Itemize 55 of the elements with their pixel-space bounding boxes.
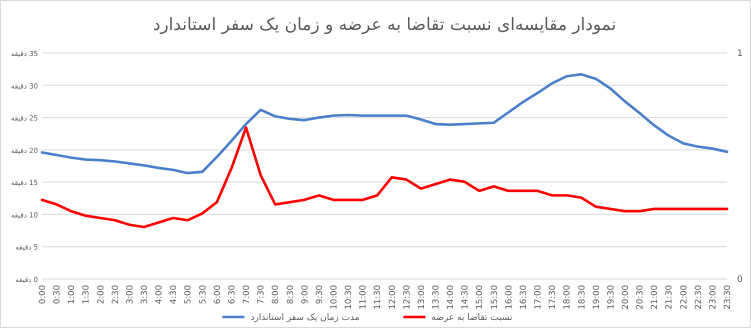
x-tick-label: 14:00 xyxy=(446,285,456,310)
x-tick-label: 12:00 xyxy=(388,285,398,310)
x-tick-label: 17:00 xyxy=(534,285,544,310)
x-tick-label: 20:00 xyxy=(620,285,631,310)
x-tick-label: 23:30 xyxy=(723,285,733,310)
x-tick-label: 19:30 xyxy=(606,285,616,310)
x-tick-label: 9:30 xyxy=(314,285,325,304)
line-series xyxy=(40,73,728,174)
x-tick-label: 9:00 xyxy=(300,285,310,304)
x-tick-label: 1:30 xyxy=(82,285,92,304)
x-tick-label: 5:30 xyxy=(198,285,208,304)
x-tick-label: 22:00 xyxy=(679,285,690,310)
x-tick-label: 1:00 xyxy=(67,285,78,304)
x-tick-label: 19:00 xyxy=(592,285,602,310)
x-tick-label: 10:30 xyxy=(344,285,354,310)
x-tick-label: 21:00 xyxy=(650,285,660,310)
x-tick-label: 6:00 xyxy=(212,285,223,304)
x-tick-label: 7:30 xyxy=(256,285,267,304)
x-tick-label: 21:30 xyxy=(664,285,675,310)
x-tick-label: 6:30 xyxy=(227,285,238,304)
x-tick-label: 10:00 xyxy=(329,285,340,310)
x-tick-label: 12:30 xyxy=(402,285,412,310)
x-tick-label: 4:30 xyxy=(169,285,180,304)
x-tick-label: 13:30 xyxy=(432,285,442,310)
x-tick-label: 17:30 xyxy=(548,285,558,310)
x-tick-label: 11:30 xyxy=(373,285,384,310)
x-tick-label: 15:00 xyxy=(475,285,486,310)
x-tick-label: 18:00 xyxy=(562,285,573,310)
x-tick-label: 23:00 xyxy=(708,285,718,310)
x-tick-label: 7:00 xyxy=(242,285,252,304)
x-tick-label: 4:00 xyxy=(154,285,165,304)
y2-tick-label: 0 xyxy=(737,275,743,285)
legend-label: مدت زمان یک سفر استاندارد xyxy=(250,313,360,323)
chart-title: نمودار مقایسه‌ای نسبت تقاضا به عرضه و زمان یک سفر استاندارد xyxy=(152,15,616,35)
x-tick-label: 8:30 xyxy=(286,285,296,304)
x-tick-label: 20:30 xyxy=(636,285,646,310)
x-tick-label: 8:00 xyxy=(271,285,282,304)
x-tick-label: 14:30 xyxy=(460,285,471,310)
x-tick-label: 11:00 xyxy=(358,285,369,310)
x-tick-label: 13:00 xyxy=(416,285,427,310)
legend-label: نسبت تقاضا به عرضه xyxy=(431,313,512,323)
x-tick-label: 2:00 xyxy=(96,285,106,304)
x-tick-label: 0:30 xyxy=(52,285,63,304)
x-tick-label: 3:30 xyxy=(140,285,150,304)
line-series xyxy=(40,126,728,228)
x-tick-label: 3:00 xyxy=(125,285,136,304)
y2-tick-label: 1 xyxy=(737,49,743,59)
x-tick-label: 22:30 xyxy=(694,285,704,310)
x-tick-label: 16:00 xyxy=(504,285,514,310)
x-tick-label: 15:30 xyxy=(490,285,500,310)
x-tick-label: 2:30 xyxy=(110,285,121,304)
x-tick-label: 18:30 xyxy=(577,285,588,310)
x-tick-label: 5:00 xyxy=(184,285,194,304)
x-tick-label: 0:00 xyxy=(38,285,48,304)
x-tick-label: 16:30 xyxy=(518,285,529,310)
